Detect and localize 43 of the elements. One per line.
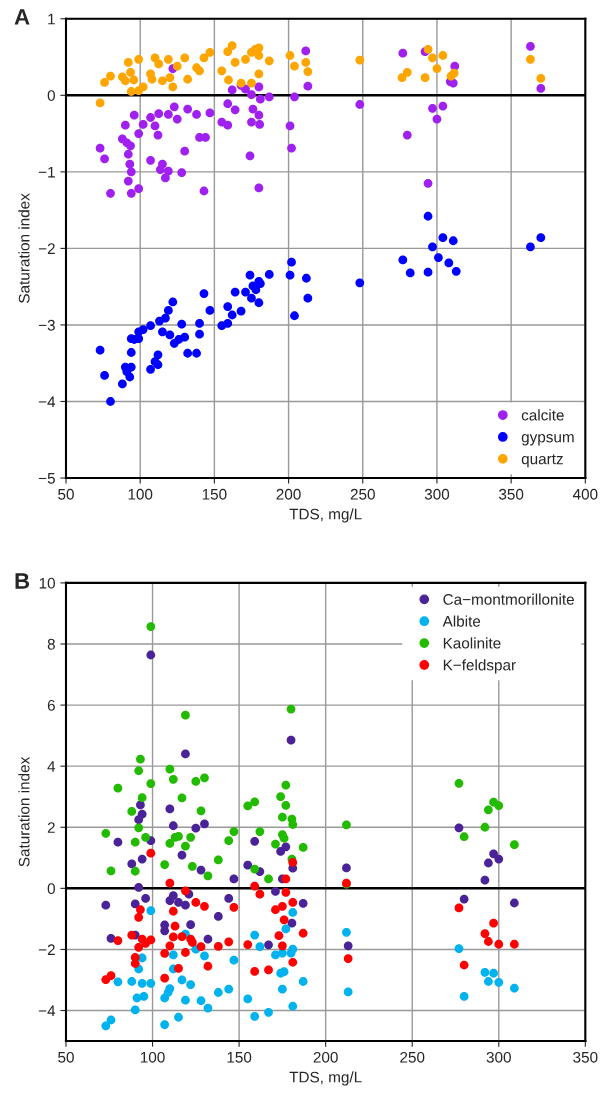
x-tick-label: 200 (313, 1051, 338, 1063)
y-tick-label: −3 (38, 319, 55, 331)
legend-label: gypsum (521, 434, 574, 446)
x-tick-label: 150 (227, 1051, 252, 1063)
x-axis-title: TDS, mg/L (289, 1071, 362, 1086)
y-tick-label: −4 (38, 1005, 56, 1017)
x-tick-label: 300 (486, 1051, 511, 1063)
legend-label: calcite (521, 409, 564, 421)
x-tick-label: 150 (202, 488, 227, 500)
y-axis-title: Saturation index (18, 756, 30, 867)
y-tick-label: −2 (38, 243, 55, 254)
y-tick-label: 6 (47, 699, 55, 711)
x-axis-title: TDS, mg/L (289, 508, 362, 523)
legend-label: Kaolinite (443, 637, 501, 649)
y-tick-label: 8 (47, 638, 55, 650)
y-tick-label: 0 (47, 90, 55, 101)
y-tick-label: 2 (47, 822, 55, 833)
y-tick-label: −1 (38, 166, 55, 178)
x-tick-label: 250 (400, 1051, 425, 1063)
x-tick-label: 50 (58, 488, 74, 500)
chart-title: B (15, 573, 30, 589)
y-tick-label: −4 (38, 396, 56, 408)
x-tick-label: 50 (58, 1051, 74, 1063)
y-tick-label: 4 (47, 761, 56, 772)
x-tick-label: 350 (498, 488, 524, 500)
legend-label: K−feldspar (443, 659, 516, 674)
x-tick-label: 100 (140, 1051, 165, 1063)
legend-label: quartz (521, 454, 563, 468)
x-tick-label: 300 (424, 488, 450, 500)
x-tick-label: 100 (128, 488, 153, 500)
y-tick-label: 1 (48, 13, 55, 25)
y-tick-label: −5 (38, 473, 55, 484)
y-tick-label: 0 (47, 883, 55, 895)
y-axis-title: Saturation index (18, 193, 30, 303)
legend-label: Albite (442, 615, 481, 627)
x-tick-label: 350 (573, 1051, 598, 1063)
y-tick-label: 10 (39, 577, 55, 589)
x-tick-label: 400 (572, 488, 598, 500)
legend-label: Ca−montmorillonite (443, 593, 574, 605)
x-tick-label: 200 (276, 488, 301, 500)
y-tick-label: −2 (38, 944, 55, 955)
chart-title: A (14, 9, 30, 25)
x-tick-label: 250 (350, 488, 375, 500)
